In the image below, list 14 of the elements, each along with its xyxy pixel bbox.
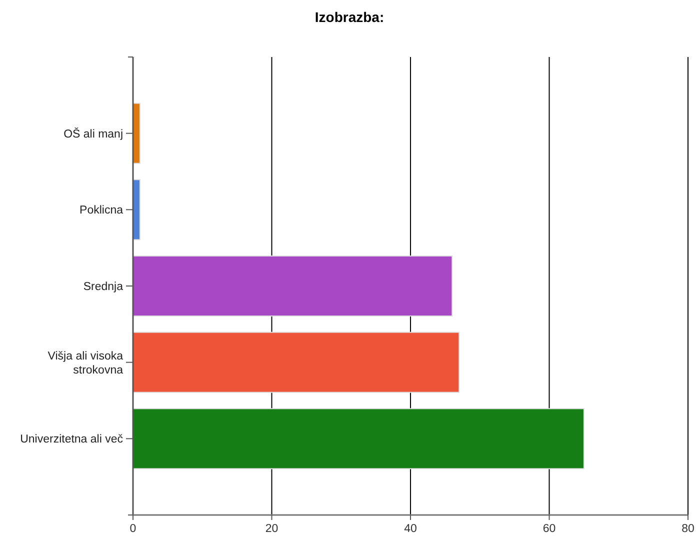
x-tick-label: 60 bbox=[542, 523, 556, 535]
x-tick-label: 80 bbox=[682, 523, 694, 535]
chart-title: Izobrazba: bbox=[314, 9, 384, 25]
y-tick-label: Univerzitetna ali več bbox=[20, 434, 124, 446]
y-tick-label: Srednja bbox=[83, 281, 124, 293]
y-tick-label: Poklicna bbox=[80, 204, 124, 217]
x-tick-label: 40 bbox=[404, 523, 417, 535]
x-tick-label: 0 bbox=[130, 523, 136, 535]
y-tick-label: Višja ali visoka strokovna bbox=[48, 350, 124, 376]
y-tick-label: OŠ ali manj bbox=[64, 126, 123, 140]
bar bbox=[132, 408, 584, 470]
x-tick-label: 20 bbox=[265, 523, 278, 535]
bar bbox=[132, 332, 460, 393]
bar bbox=[132, 256, 453, 316]
